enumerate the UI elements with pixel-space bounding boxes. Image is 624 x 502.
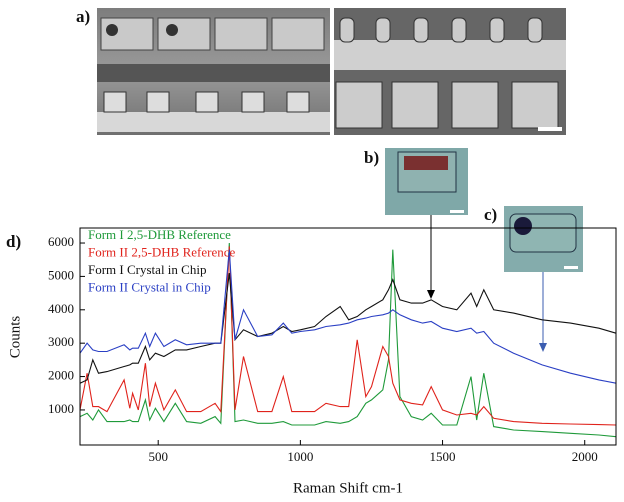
spectrum-line xyxy=(79,273,617,384)
y-axis-label: Counts xyxy=(7,316,23,359)
legend-entry: Form I 2,5-DHB Reference xyxy=(88,227,231,242)
panel-label: a) xyxy=(76,7,90,26)
arrow-head xyxy=(539,343,547,352)
legend-entry: Form I Crystal in Chip xyxy=(88,262,206,277)
y-tick-label: 6000 xyxy=(48,234,74,249)
legend-entry: Form II 2,5-DHB Reference xyxy=(88,244,236,259)
x-tick-label: 1000 xyxy=(287,449,313,464)
x-axis-label: Raman Shift cm-1 xyxy=(293,480,403,496)
x-tick-label: 1500 xyxy=(430,449,456,464)
spectrum-line xyxy=(79,242,617,438)
legend-entry: Form II Crystal in Chip xyxy=(88,279,211,294)
plot-frame xyxy=(79,227,617,446)
spectrum-line xyxy=(79,246,617,426)
y-tick-label: 2000 xyxy=(48,368,74,383)
panel-label: b) xyxy=(364,148,379,167)
y-tick-label: 3000 xyxy=(48,334,74,349)
micrograph-c xyxy=(504,206,583,272)
micrograph-a xyxy=(97,8,566,135)
y-tick-label: 1000 xyxy=(48,401,74,416)
x-tick-label: 500 xyxy=(148,449,168,464)
arrow-head xyxy=(427,290,435,299)
micrograph-b xyxy=(385,148,468,215)
panel-label: d) xyxy=(6,232,21,251)
y-tick-label: 4000 xyxy=(48,301,74,316)
x-tick-label: 2000 xyxy=(572,449,598,464)
spectrum-line xyxy=(79,249,617,384)
panel-label: c) xyxy=(484,205,497,224)
y-tick-label: 5000 xyxy=(48,267,74,282)
